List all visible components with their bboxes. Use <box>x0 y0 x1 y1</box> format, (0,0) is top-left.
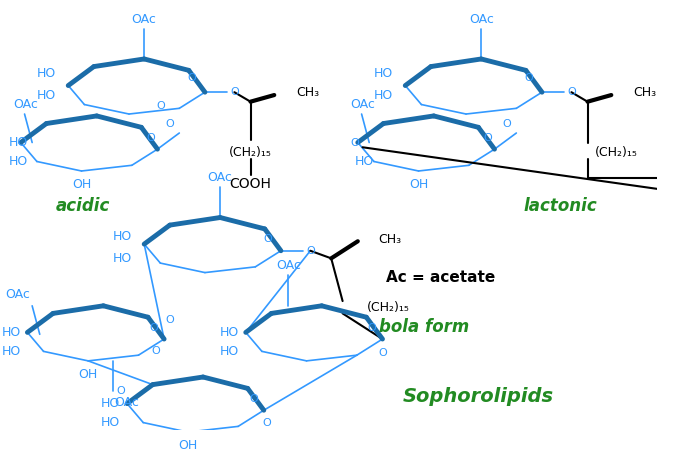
Text: CH₃: CH₃ <box>633 86 656 99</box>
Text: O: O <box>502 119 511 129</box>
Text: HO: HO <box>220 345 239 358</box>
Text: HO: HO <box>1 326 21 339</box>
Text: O: O <box>116 386 125 396</box>
Text: O: O <box>230 87 239 97</box>
Text: O: O <box>306 246 314 256</box>
Text: Sophorolipids: Sophorolipids <box>402 387 554 405</box>
Text: O: O <box>264 235 272 244</box>
Text: HO: HO <box>220 326 239 339</box>
Text: OH: OH <box>78 368 98 381</box>
Text: HO: HO <box>101 397 120 410</box>
Text: (CH₂)₁₅: (CH₂)₁₅ <box>595 146 638 158</box>
Text: COOH: COOH <box>230 177 272 191</box>
Text: O: O <box>149 322 158 333</box>
Text: CH₃: CH₃ <box>296 86 319 99</box>
Text: acidic: acidic <box>56 197 110 215</box>
Text: HO: HO <box>36 88 56 101</box>
Text: OAc: OAc <box>6 288 30 301</box>
Text: OAc: OAc <box>208 171 233 184</box>
Text: OAc: OAc <box>13 98 38 111</box>
Text: O: O <box>367 322 376 333</box>
Text: O: O <box>262 418 271 428</box>
Text: HO: HO <box>355 155 374 168</box>
Text: O: O <box>147 133 155 143</box>
Text: HO: HO <box>36 67 56 80</box>
Text: CH₃: CH₃ <box>378 233 402 246</box>
Text: HO: HO <box>374 67 393 80</box>
Text: HO: HO <box>374 88 393 101</box>
Text: OH: OH <box>72 178 91 191</box>
Text: HO: HO <box>113 230 132 243</box>
Text: O: O <box>249 394 258 404</box>
Text: O: O <box>350 138 359 147</box>
Text: O: O <box>567 87 576 97</box>
Text: OAc: OAc <box>469 13 494 26</box>
Text: Ac = acetate: Ac = acetate <box>386 270 495 285</box>
Text: O: O <box>151 346 160 356</box>
Text: HO: HO <box>1 345 21 358</box>
Text: OH: OH <box>178 439 197 451</box>
Text: (CH₂)₁₅: (CH₂)₁₅ <box>367 301 410 314</box>
Text: O: O <box>378 348 387 358</box>
Text: bola form: bola form <box>378 318 469 336</box>
Text: O: O <box>165 119 174 129</box>
Text: HO: HO <box>8 136 28 149</box>
Text: lactonic: lactonic <box>524 197 597 215</box>
Text: OAc: OAc <box>131 13 157 26</box>
Text: O: O <box>187 73 196 83</box>
Text: HO: HO <box>101 416 120 429</box>
Text: HO: HO <box>113 252 132 265</box>
Text: O: O <box>156 101 164 111</box>
Text: O: O <box>524 73 533 83</box>
Text: OAc: OAc <box>350 98 375 111</box>
Text: OAc: OAc <box>115 396 140 409</box>
Text: (CH₂)₁₅: (CH₂)₁₅ <box>229 146 272 158</box>
Text: OAc: OAc <box>276 259 301 272</box>
Text: O: O <box>165 315 174 325</box>
Text: HO: HO <box>8 155 28 168</box>
Text: OH: OH <box>409 178 428 191</box>
Text: O: O <box>484 133 492 143</box>
